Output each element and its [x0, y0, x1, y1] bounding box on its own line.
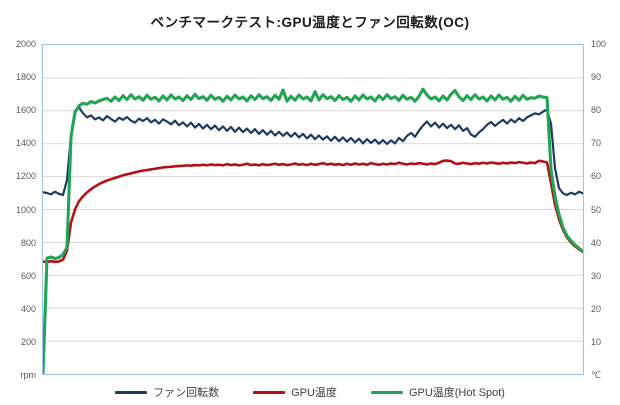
left-tick-label: 1000	[15, 204, 36, 215]
right-tick-label: 100	[591, 39, 607, 49]
right-tick-label: 50	[591, 204, 602, 215]
gpu-hotspot-temp-legend-label: GPU温度(Hot Spot)	[408, 387, 505, 399]
left-tick-label: 1400	[15, 138, 36, 149]
gpu-hotspot-temp-line	[43, 87, 583, 374]
right-tick-label: 40	[591, 237, 602, 248]
fan-speed-line-swatch	[115, 390, 148, 394]
right-tick-label: 30	[591, 270, 602, 281]
gpu-hotspot-temp-line-swatch	[370, 390, 403, 394]
right-tick-label: 20	[591, 303, 602, 314]
right-tick-label: 80	[591, 105, 602, 116]
left-tick-label: 1600	[15, 105, 36, 116]
fan-speed-line	[43, 106, 583, 197]
left-tick-label: 1800	[15, 72, 36, 83]
fan-speed-legend-label: ファン回転数	[153, 387, 220, 399]
legend-item-gpu-temp: GPU温度	[253, 384, 337, 400]
gpu-temp-legend-label: GPU温度	[291, 387, 337, 399]
legend: ファン回転数 GPU温度 GPU温度(Hot Spot)	[0, 382, 620, 402]
left-tick-label: rpm	[20, 370, 37, 380]
right-tick-label: 10	[591, 336, 602, 347]
left-tick-label: 800	[20, 237, 36, 248]
left-tick-label: 200	[20, 336, 36, 347]
left-tick-label: 1200	[15, 171, 36, 182]
right-tick-label: ℃	[591, 370, 602, 380]
right-tick-label: 90	[591, 72, 602, 83]
right-tick-label: 70	[591, 138, 602, 149]
gpu-temp-line	[43, 159, 583, 264]
left-tick-label: 2000	[15, 39, 36, 49]
plot-svg	[43, 77, 583, 374]
plot-area	[42, 44, 584, 375]
gpu-temp-line-swatch	[253, 390, 286, 394]
left-tick-label: 600	[20, 270, 36, 281]
legend-item-gpu-hotspot-temp: GPU温度(Hot Spot)	[370, 384, 505, 400]
chart-title: ベンチマークテスト:GPU温度とファン回転数(OC)	[150, 15, 470, 30]
left-tick-label: 400	[20, 303, 36, 314]
right-tick-label: 60	[591, 171, 602, 182]
legend-item-fan-speed: ファン回転数	[115, 384, 219, 400]
